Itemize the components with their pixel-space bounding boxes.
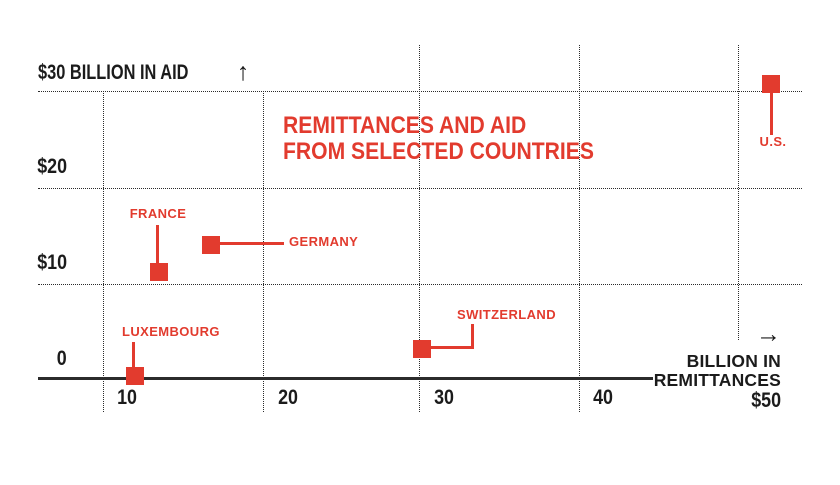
leader-line xyxy=(471,324,474,349)
gridline-y-30 xyxy=(38,91,802,92)
gridline-x-20 xyxy=(263,91,264,412)
x-axis-unit-line-2: REMITTANCES xyxy=(653,370,781,390)
y-tick-10: $10 xyxy=(37,251,67,274)
data-point-square xyxy=(413,340,432,359)
y-axis-title-text: $30 BILLION IN AID xyxy=(38,61,189,84)
gridline-x-10 xyxy=(103,91,104,412)
x-tick-30: 30 xyxy=(434,386,454,409)
chart-title: REMITTANCES AND AID FROM SELECTED COUNTR… xyxy=(283,113,636,164)
leader-line xyxy=(132,342,135,367)
y-tick-0: 0 xyxy=(57,347,67,370)
data-point-label: LUXEMBOURG xyxy=(122,324,220,339)
x-tick-40: 40 xyxy=(593,386,613,409)
data-point-square xyxy=(149,263,168,282)
gridline-x-50 xyxy=(738,45,739,340)
right-arrow-icon: → xyxy=(756,320,781,348)
data-point-square xyxy=(125,367,144,386)
x-tick-20: 20 xyxy=(278,386,298,409)
x-tick-50: $50 xyxy=(751,389,781,412)
leader-line xyxy=(770,93,773,135)
leader-line xyxy=(220,242,284,245)
chart-title-line-2: FROM SELECTED COUNTRIES xyxy=(283,137,594,165)
data-point-label: FRANCE xyxy=(129,206,187,221)
x-axis-unit-line-1: BILLION IN xyxy=(686,351,781,371)
y-axis-title: $30 BILLION IN AID ↑ xyxy=(38,58,250,86)
leader-line xyxy=(156,225,159,263)
x-axis-unit-block: → BILLION IN REMITTANCES $50 xyxy=(601,322,781,417)
data-point-label: GERMANY xyxy=(289,234,359,249)
leader-line xyxy=(431,346,474,349)
up-arrow-icon: ↑ xyxy=(236,58,250,86)
chart-title-line-1: REMITTANCES AND AID xyxy=(283,112,527,139)
gridline-x-40 xyxy=(579,45,580,412)
data-point-label: SWITZERLAND xyxy=(457,307,556,322)
y-tick-20: $20 xyxy=(37,155,67,178)
data-point-label: U.S. xyxy=(759,134,787,149)
data-point-square xyxy=(201,235,220,254)
data-point-square xyxy=(762,75,781,94)
x-axis-line xyxy=(38,377,653,380)
gridline-x-30 xyxy=(419,45,420,412)
x-tick-10: 10 xyxy=(117,386,137,409)
gridline-y-10 xyxy=(38,284,802,285)
gridline-y-20 xyxy=(38,188,802,189)
